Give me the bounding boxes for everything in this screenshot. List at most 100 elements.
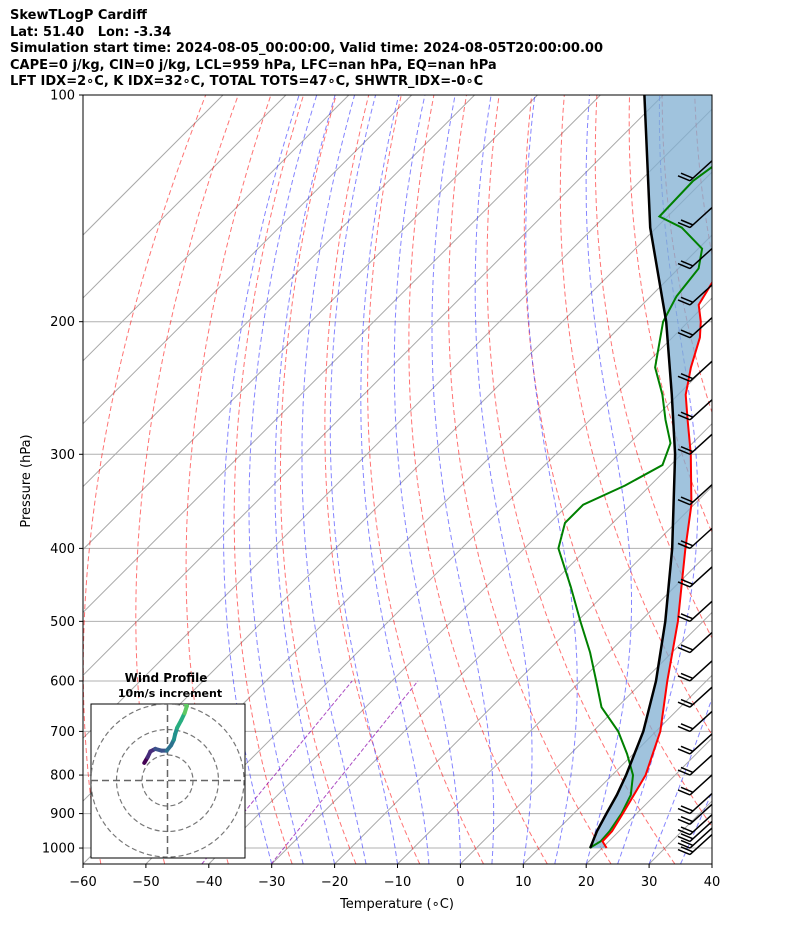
wind-barb xyxy=(677,814,713,836)
cape-area xyxy=(590,95,712,848)
wind-barb-flag xyxy=(680,839,694,847)
isotherm-line xyxy=(83,95,287,299)
wind-barb-flag xyxy=(677,331,691,339)
wind-barb-flag xyxy=(677,818,691,826)
wind-barb-staff xyxy=(689,827,713,849)
hodograph-segment xyxy=(183,704,189,709)
wind-barb-staff xyxy=(689,803,713,825)
wind-barb-flag xyxy=(680,446,694,453)
wind-barb-staff xyxy=(689,833,713,856)
dry-adiabat xyxy=(448,95,612,864)
background-lines xyxy=(83,95,794,864)
y-tick-label: 300 xyxy=(50,448,75,463)
wind-barb-flag xyxy=(677,448,691,455)
wind-barb-staff xyxy=(689,686,713,708)
wind-barb-flag xyxy=(680,745,694,753)
isotherm-line xyxy=(271,422,712,864)
wind-barb-staff xyxy=(689,631,713,654)
x-tick-label: 40 xyxy=(704,875,721,890)
wind-barb-staff xyxy=(689,160,713,182)
wind-barb xyxy=(677,484,713,506)
wind-barb xyxy=(677,710,713,733)
wind-barb xyxy=(677,754,713,776)
x-axis-label: Temperature (∘C) xyxy=(339,897,454,912)
wind-barb-flag xyxy=(677,221,691,229)
x-tick-label: 10 xyxy=(515,875,532,890)
wind-barb xyxy=(677,247,713,270)
wind-barb xyxy=(677,631,713,654)
wind-barb-flag xyxy=(680,826,694,833)
wind-barb-flag xyxy=(677,769,691,776)
wind-barb xyxy=(677,566,713,588)
wind-barb-flag xyxy=(680,613,694,620)
moist-adiabat xyxy=(648,697,712,864)
wind-barb-staff xyxy=(689,317,713,339)
wind-barb xyxy=(677,733,713,755)
isotherm-line xyxy=(775,95,794,864)
dry-adiabat xyxy=(367,95,484,864)
wind-barb xyxy=(677,160,713,182)
wind-barb-staff xyxy=(689,600,713,622)
wind-barb xyxy=(677,600,713,623)
wind-barb-flag xyxy=(680,644,694,651)
wind-barb-flag xyxy=(680,833,694,840)
dry-adiabat xyxy=(279,95,357,864)
wind-barb xyxy=(677,527,713,550)
wind-barb-staff xyxy=(689,433,713,455)
dry-adiabat xyxy=(408,95,548,864)
hodograph-plot xyxy=(91,704,245,858)
x-tick-label: −50 xyxy=(132,875,159,890)
dry-adiabat xyxy=(594,95,712,639)
wind-barb-flag xyxy=(680,540,694,547)
wind-barb xyxy=(677,360,713,383)
isotherm-line xyxy=(334,485,712,864)
dry-adiabat xyxy=(523,95,712,828)
wind-barb-flag xyxy=(680,329,694,336)
wind-barb-flag xyxy=(680,805,694,812)
wind-barb-flag xyxy=(677,842,691,849)
dry-adiabat xyxy=(760,95,794,864)
wind-barb-flag xyxy=(677,299,691,306)
wind-barb xyxy=(677,793,713,815)
wind-barb-flag xyxy=(677,542,691,550)
hodograph-ring xyxy=(91,704,245,858)
y-tick-label: 700 xyxy=(50,725,75,740)
y-axis-label: Pressure (hPa) xyxy=(19,434,34,527)
y-tick-label: 100 xyxy=(50,89,75,104)
x-tick-label: −40 xyxy=(195,875,222,890)
wind-barb-flag xyxy=(680,578,694,585)
wind-profile-inset xyxy=(90,703,246,859)
isotherm-line xyxy=(83,95,601,614)
wind-barb-flag xyxy=(680,846,694,853)
dry-adiabat xyxy=(185,95,272,864)
wind-barb-flag xyxy=(677,835,691,843)
wind-barb-flag xyxy=(677,646,691,654)
wind-barb xyxy=(677,686,713,708)
wind-barb-staff xyxy=(689,360,713,382)
wind-barb-flag xyxy=(680,296,694,304)
moist-adiabat xyxy=(274,95,336,864)
x-tick-label: 30 xyxy=(641,875,658,890)
y-tick-label: 200 xyxy=(50,315,75,330)
wind-barb-flag xyxy=(680,260,694,267)
cape-shading xyxy=(590,95,712,848)
wind-barb xyxy=(677,820,713,843)
wind-barb-staff xyxy=(689,527,713,549)
parcel-line xyxy=(589,95,677,849)
x-tick-label: 20 xyxy=(578,875,595,890)
wind-barb xyxy=(677,284,713,306)
wind-barb-flag xyxy=(677,748,691,755)
wind-barb xyxy=(677,774,713,796)
isotherm-line xyxy=(83,95,413,425)
wind-barb-flag xyxy=(677,829,691,836)
wind-barb-staff xyxy=(689,814,713,836)
wind-barb-flag xyxy=(680,723,694,730)
indices-line-1: CAPE=0 j/kg, CIN=0 j/kg, LCL=959 hPa, LF… xyxy=(10,57,497,73)
dry-adiabat xyxy=(233,95,304,864)
isotherm-line xyxy=(83,95,475,488)
y-tick-label: 600 xyxy=(50,674,75,689)
wind-barb-flag xyxy=(677,414,691,421)
moist-adiabat xyxy=(711,862,712,864)
wind-barb-flag xyxy=(677,262,691,270)
